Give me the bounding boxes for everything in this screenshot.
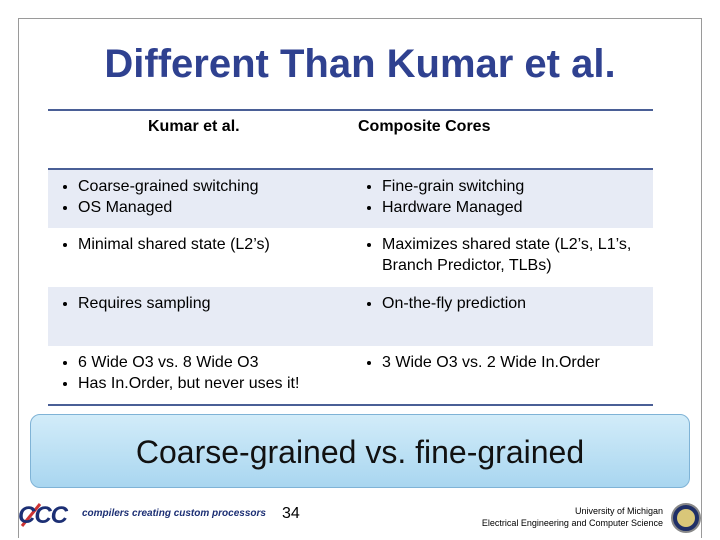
table-header: Kumar et al. Composite Cores — [48, 109, 653, 170]
bullet-item: OS Managed — [78, 197, 358, 218]
slide-title: Different Than Kumar et al. — [104, 42, 616, 86]
seal — [671, 503, 701, 533]
tagline: compilers creating custom processors — [82, 508, 266, 519]
bullet-item: Requires sampling — [78, 293, 358, 314]
university: University of Michigan — [574, 506, 663, 516]
bullet-item: Coarse-grained switching — [78, 176, 358, 197]
table-row: Coarse-grained switchingOS ManagedFine-g… — [48, 170, 653, 228]
callout: Coarse-grained vs. fine-grained — [30, 414, 690, 488]
bullet-item: On-the-fly prediction — [382, 293, 652, 314]
bullet-list: 3 Wide O3 vs. 2 Wide In.Order — [352, 352, 652, 373]
bullet-list: 6 Wide O3 vs. 8 Wide O3Has In.Order, but… — [48, 352, 358, 394]
table-row: Minimal shared state (L2’s) Maximizes sha… — [48, 228, 653, 287]
bullet-list: On-the-fly prediction — [352, 293, 652, 314]
bullet-list: Coarse-grained switchingOS Managed — [48, 176, 358, 218]
bullet-item: Minimal shared state (L2’s) — [78, 234, 358, 255]
bullet-list: Minimal shared state (L2’s) — [48, 234, 358, 255]
bullet-item: 3 Wide O3 vs. 2 Wide In.Order — [382, 352, 652, 373]
comparison-table: Kumar et al. Composite Cores Coarse-grai… — [48, 109, 653, 406]
page-number: 34 — [282, 505, 300, 522]
slide-frame — [18, 18, 702, 538]
table-row: Requires sampling On-the-fly prediction — [48, 287, 653, 346]
logo-mark — [20, 503, 42, 527]
column-header: Composite Cores — [358, 118, 491, 135]
bullet-list: Maximizes shared state (L2’s, L1’s, Bran… — [352, 234, 652, 276]
column-header: Kumar et al. — [148, 118, 240, 135]
bullet-item: Fine-grain switching — [382, 176, 652, 197]
bullet-item: Hardware Managed — [382, 197, 652, 218]
table-row: 6 Wide O3 vs. 8 Wide O3Has In.Order, but… — [48, 346, 653, 406]
logo: CCC — [18, 502, 68, 529]
bullet-item: Maximizes shared state (L2’s, L1’s, Bran… — [382, 234, 652, 276]
bullet-item: 6 Wide O3 vs. 8 Wide O3 — [78, 352, 358, 373]
department: Electrical Engineering and Computer Scie… — [481, 518, 663, 528]
bullet-item: Has In.Order, but never uses it! — [78, 373, 358, 394]
bullet-list: Fine-grain switchingHardware Managed — [352, 176, 652, 218]
bullet-list: Requires sampling — [48, 293, 358, 314]
